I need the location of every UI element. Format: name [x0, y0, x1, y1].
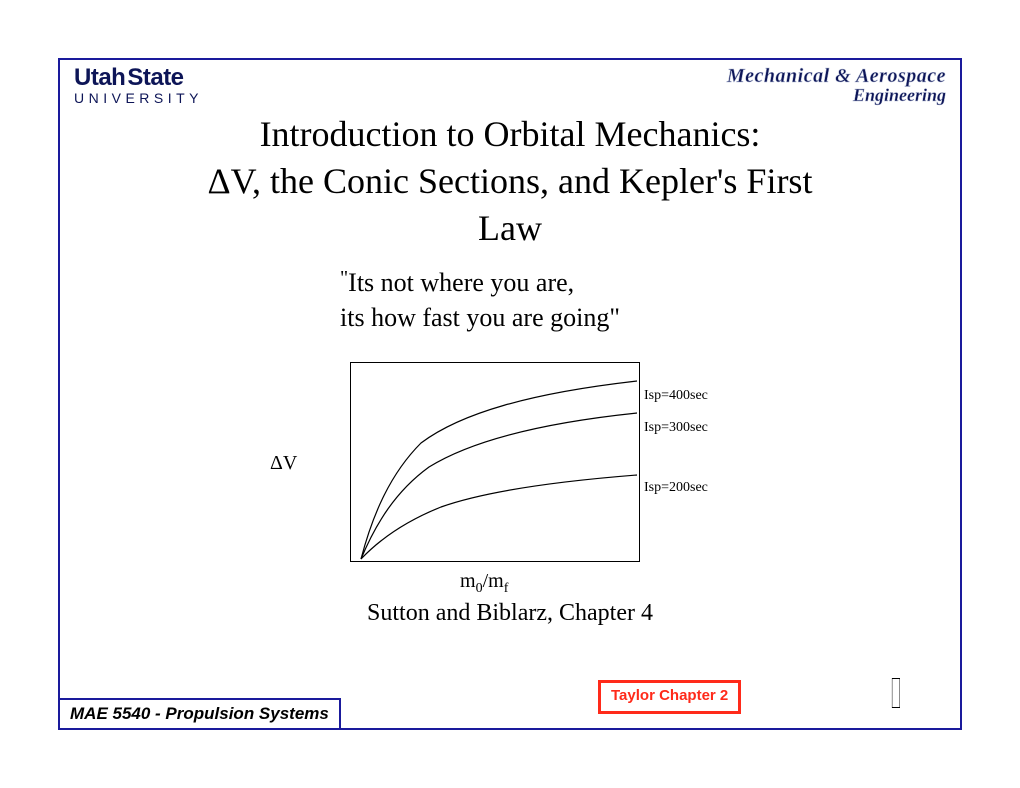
quote-line-1-text: Its not where you are,: [348, 268, 574, 297]
sutton-ref: Sutton and Biblarz, Chapter 4: [367, 600, 653, 626]
chart-svg: [351, 363, 641, 563]
usu-wordmark: UtahState: [74, 66, 203, 90]
title-line-2: ΔV, the Conic Sections, and Kepler's Fir…: [60, 158, 960, 205]
slide-frame: UtahState UNIVERSITY Mechanical & Aerosp…: [58, 58, 962, 730]
quote-line-2: its how fast you are going": [340, 300, 960, 335]
footer-course-text: MAE 5540 - Propulsion Systems: [70, 704, 329, 723]
chart-plot-box: [350, 362, 640, 562]
curve-label-200: Isp=200sec: [644, 480, 708, 496]
taylor-ref-text: Taylor Chapter 2: [611, 687, 728, 704]
usu-university-text: UNIVERSITY: [74, 91, 203, 105]
xlabel-subf: f: [504, 581, 509, 596]
taylor-ref-box: Taylor Chapter 2: [598, 680, 741, 714]
xlabel-m: m: [460, 570, 476, 592]
title-line-3: Law: [60, 205, 960, 252]
usu-logo: UtahState UNIVERSITY: [74, 66, 203, 105]
header-row: UtahState UNIVERSITY Mechanical & Aerosp…: [60, 60, 960, 107]
dept-logo: Mechanical & Aerospace Engineering: [727, 66, 946, 104]
xlabel-slash: /m: [483, 570, 504, 592]
quote-block: "Its not where you are, its how fast you…: [60, 265, 960, 335]
xlabel-sub0: 0: [476, 581, 483, 596]
chart-y-label: ΔV: [270, 452, 297, 475]
title-block: Introduction to Orbital Mechanics: ΔV, t…: [60, 111, 960, 251]
chart-x-label: m0/mf: [460, 570, 508, 597]
dept-name-text: Mechanical & Aerospace: [727, 66, 946, 86]
quote-open-mark: ": [340, 267, 348, 289]
reference-row: Sutton and Biblarz, Chapter 4: [60, 600, 960, 627]
page-number-glyph: [892, 678, 900, 708]
footer-box: MAE 5540 - Propulsion Systems: [58, 698, 341, 730]
dept-eng-text: Engineering: [727, 86, 946, 104]
title-line-1: Introduction to Orbital Mechanics:: [60, 111, 960, 158]
usu-state-text: State: [127, 66, 183, 90]
curve-label-400: Isp=400sec: [644, 388, 708, 404]
curve-label-300: Isp=300sec: [644, 420, 708, 436]
quote-line-1: "Its not where you are,: [340, 265, 960, 300]
dv-chart: ΔV Isp=400sec Isp=300sec Isp=200sec m0/m…: [270, 362, 750, 592]
usu-utah-text: Utah: [74, 66, 125, 90]
